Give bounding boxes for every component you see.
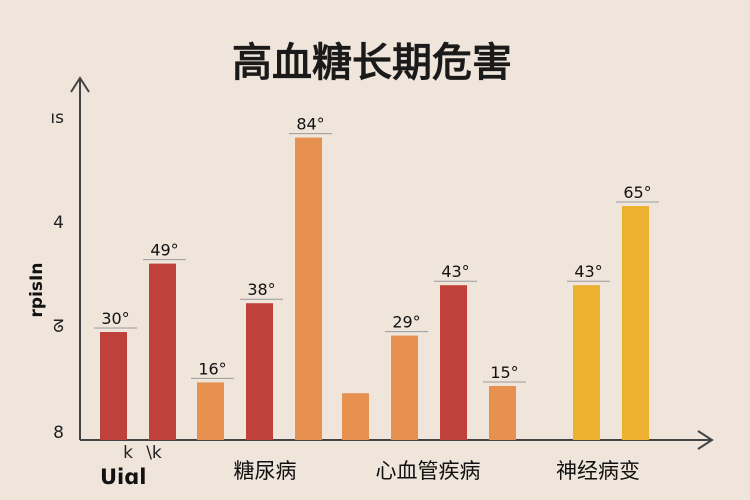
value-label: 29° (392, 313, 420, 332)
bar (391, 335, 418, 440)
y-tick-label: ᘔ (53, 317, 64, 337)
x-small-label-1: k (123, 443, 133, 463)
value-label: 43° (574, 262, 602, 281)
bar (573, 285, 600, 440)
bar (100, 332, 127, 440)
bar (342, 393, 369, 440)
value-label: 30° (101, 309, 129, 328)
value-label: 15° (490, 363, 518, 382)
x-small-label-2: \k (146, 443, 162, 463)
bar (622, 206, 649, 440)
value-label: 84° (296, 115, 324, 134)
value-label: 49° (150, 241, 178, 260)
value-label: 16° (198, 359, 226, 378)
x-corner-label: Uiɑl (100, 465, 146, 489)
chart-title: 高血糖长期危害 (232, 40, 512, 86)
category-label: 糖尿病 (234, 459, 297, 483)
value-label: 43° (441, 262, 469, 281)
bar (440, 285, 467, 440)
y-tick-label: ıs (50, 108, 64, 128)
x-axis-arrow (697, 430, 714, 450)
y-axis-label: rpisIn (27, 263, 47, 318)
y-ticks: ıs 4 ᘔ 8 (50, 108, 64, 443)
value-label: 65° (623, 183, 651, 202)
y-axis-arrow (70, 76, 90, 93)
y-tick-label: 8 (53, 423, 64, 443)
bar (246, 303, 273, 440)
category-label: 神经病变 (556, 459, 640, 483)
bars (100, 137, 649, 440)
y-tick-label: 4 (53, 213, 64, 233)
bar (197, 382, 224, 440)
value-label: 38° (247, 280, 275, 299)
value-labels: 30° 49° 16° 38° 84° 29° 43° 15° 43° 65° (94, 115, 659, 383)
bar (149, 263, 176, 440)
bar (489, 386, 516, 440)
category-labels: 糖尿病 心血管疾病 神经病变 (234, 459, 641, 483)
category-label: 心血管疾病 (376, 459, 481, 483)
bar (295, 137, 322, 440)
